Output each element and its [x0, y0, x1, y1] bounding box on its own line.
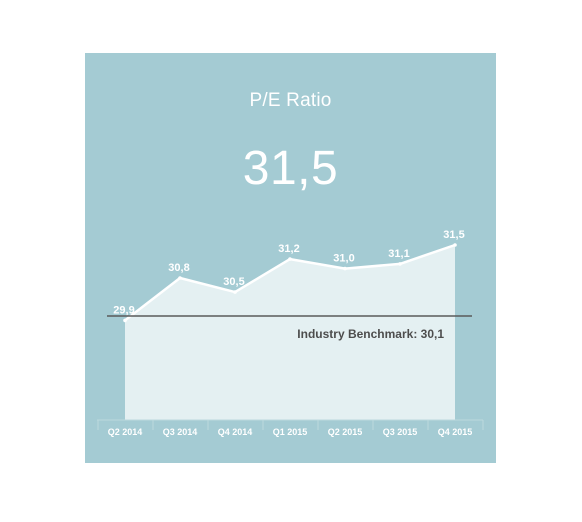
area-fill [125, 245, 455, 420]
x-tick-label: Q3 2015 [383, 427, 418, 437]
x-tick-label: Q1 2015 [273, 427, 308, 437]
data-point [343, 266, 347, 271]
card-value: 31,5 [242, 142, 339, 195]
pe-ratio-card: P/E Ratio 31,5 29,9 30,8 30,5 31,2 31,0 31,1 3… [85, 53, 496, 463]
data-point [288, 257, 292, 261]
data-label: 30,8 [168, 262, 189, 274]
data-label: 31,5 [443, 229, 464, 241]
data-point [123, 318, 127, 323]
x-tick-label: Q2 2014 [108, 427, 143, 437]
data-point [453, 243, 457, 247]
data-label: 31,1 [388, 248, 409, 260]
data-label: 29,9 [113, 304, 134, 316]
data-label: 30,5 [223, 276, 244, 288]
x-tick-label: Q3 2014 [163, 427, 198, 437]
x-tick-label: Q4 2015 [438, 427, 473, 437]
data-label: 31,2 [278, 243, 299, 255]
card-title: P/E Ratio [249, 90, 332, 111]
x-tick-label: Q4 2014 [218, 427, 253, 437]
pe-ratio-chart: 29,9 30,8 30,5 31,2 31,0 31,1 31,5 Industry Ben… [97, 229, 484, 437]
data-point [178, 276, 182, 280]
data-point [233, 290, 237, 294]
data-label: 31,0 [333, 253, 354, 265]
benchmark-label: Industry Benchmark: 30,1 [297, 327, 444, 341]
x-tick-label: Q2 2015 [328, 427, 363, 437]
data-point [398, 262, 402, 266]
